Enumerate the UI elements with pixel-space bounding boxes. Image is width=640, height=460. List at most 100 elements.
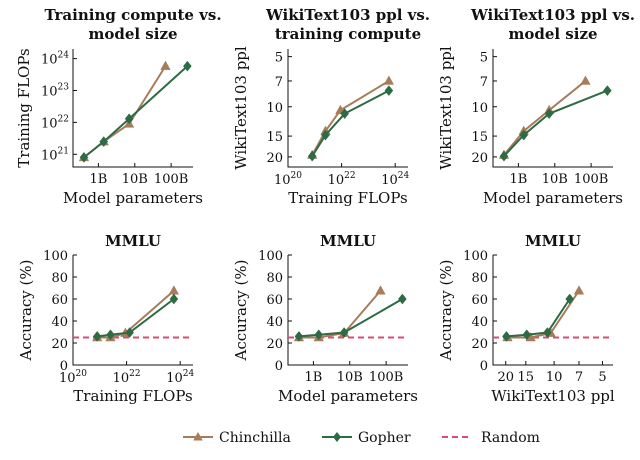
x-tick-label: 20 — [497, 370, 514, 385]
chart-panel-2: WikiText103 ppl vs.training compute 5 7 10 1… — [232, 6, 430, 207]
y-axis-label: Accuracy (%) — [17, 259, 35, 361]
y-tick-label: 80 — [471, 271, 488, 286]
x-axis-label: Model parameters — [63, 189, 203, 207]
gopher-data-point — [502, 330, 511, 342]
y-tick-label: 1021 — [41, 146, 69, 163]
y-tick-label: 15 — [266, 130, 283, 145]
legend: Chinchilla Gopher Random — [183, 430, 540, 446]
y-tick-label: 10 — [266, 101, 283, 116]
gopher-data-point — [544, 108, 554, 120]
chart-title: MMLU — [320, 232, 376, 250]
axis-lines — [287, 49, 408, 168]
y-tick-label: 0 — [480, 359, 488, 374]
chart-panel-3: WikiText103 ppl vs.model size 5 7 10 15 20 1B 1… — [437, 6, 635, 207]
chinchilla-data-point — [168, 285, 180, 295]
axis-lines — [492, 255, 613, 366]
chinchilla-series-line — [311, 80, 390, 156]
chart-panel-5: MMLU 0 20 40 60 80 100 1B 10B 100B Model parameter… — [232, 232, 418, 405]
chinchilla-series-line — [507, 290, 580, 339]
chart-title: model size — [88, 25, 177, 43]
gopher-data-point — [307, 150, 317, 162]
y-tick-label: 60 — [51, 293, 68, 308]
y-tick-label: 60 — [471, 293, 488, 308]
y-tick-label: 100 — [463, 249, 488, 264]
chinchilla-data-point — [375, 285, 386, 295]
y-tick-label: 40 — [51, 315, 68, 330]
gopher-data-point — [183, 60, 192, 72]
x-tick-label: 15 — [518, 370, 535, 385]
chart-title: MMLU — [105, 232, 161, 250]
y-tick-label: 0 — [60, 359, 68, 374]
chart-panel-6: MMLU 0 20 40 60 80 100 20 15 10 7 5 WikiText103 ppl A… — [437, 232, 615, 405]
y-tick-label: 7 — [275, 75, 283, 90]
gopher-data-point — [519, 129, 529, 141]
gopher-data-point — [339, 327, 349, 338]
legend-chinchilla-label: Chinchilla — [219, 430, 291, 446]
chinchilla-series-line — [298, 290, 382, 339]
gopher-data-point — [124, 113, 134, 125]
y-tick-label: 40 — [266, 315, 283, 330]
chinchilla-data-point — [573, 285, 585, 295]
x-axis-label: WikiText103 ppl — [491, 387, 615, 405]
gopher-data-point — [398, 293, 407, 305]
gopher-data-point — [125, 327, 134, 338]
y-tick-label: 5 — [480, 51, 488, 66]
gopher-data-point — [92, 330, 102, 342]
legend-chinchilla-marker — [193, 432, 203, 441]
x-tick-label: 10B — [122, 172, 148, 187]
gopher-data-point — [106, 329, 115, 341]
chart-title: Training compute vs. — [44, 6, 221, 24]
gopher-data-point — [565, 293, 574, 305]
x-tick-label: 1B — [509, 172, 527, 187]
x-tick-label: 100B — [369, 370, 403, 385]
gopher-series-line — [97, 298, 175, 338]
chinchilla-data-point — [580, 75, 591, 85]
gopher-data-point — [294, 330, 304, 342]
x-axis-label: Model parameters — [483, 189, 623, 207]
y-tick-label: 5 — [275, 51, 283, 66]
gopher-series-line — [503, 89, 608, 157]
x-tick-label: 1B — [304, 370, 322, 385]
gopher-series-line — [298, 298, 403, 338]
y-axis-label: WikiText103 ppl — [437, 46, 455, 170]
chart-title: training compute — [275, 25, 421, 43]
x-tick-label: 5 — [598, 370, 606, 385]
legend-gopher-marker — [333, 432, 341, 442]
chart-title: MMLU — [525, 232, 581, 250]
x-tick-label: 1024 — [381, 171, 409, 188]
axis-lines — [287, 255, 408, 366]
x-tick-label: 100B — [154, 172, 188, 187]
y-tick-label: 1024 — [41, 51, 69, 68]
y-tick-label: 20 — [266, 151, 283, 166]
x-axis-label: Training FLOPs — [288, 189, 407, 207]
x-tick-label: 100B — [574, 172, 608, 187]
gopher-series-line — [506, 298, 571, 338]
gopher-data-point — [321, 129, 330, 141]
x-tick-label: 1024 — [166, 369, 194, 386]
y-axis-label: Accuracy (%) — [232, 259, 250, 361]
x-tick-label: 10B — [542, 172, 568, 187]
chinchilla-data-point — [160, 60, 171, 70]
y-tick-label: 7 — [480, 75, 488, 90]
axis-lines — [492, 49, 613, 168]
y-tick-label: 0 — [275, 359, 283, 374]
y-tick-label: 15 — [471, 130, 488, 145]
legend-gopher-label: Gopher — [358, 430, 411, 446]
gopher-data-point — [79, 151, 89, 163]
axis-lines — [72, 49, 193, 168]
gopher-data-point — [340, 108, 349, 120]
y-tick-label: 40 — [471, 315, 488, 330]
x-tick-label: 1022 — [113, 369, 141, 386]
chinchilla-series-line — [503, 80, 587, 156]
y-tick-label: 1022 — [41, 114, 69, 131]
gopher-data-point — [99, 136, 109, 148]
x-tick-label: 10B — [337, 370, 363, 385]
gopher-data-point — [384, 85, 394, 97]
gopher-series-line — [83, 65, 189, 159]
y-tick-label: 20 — [471, 337, 488, 352]
y-tick-label: 1023 — [41, 83, 69, 100]
legend-random-label: Random — [481, 430, 540, 446]
y-axis-label: Training FLOPs — [15, 48, 33, 167]
x-axis-label: Model parameters — [278, 387, 418, 405]
